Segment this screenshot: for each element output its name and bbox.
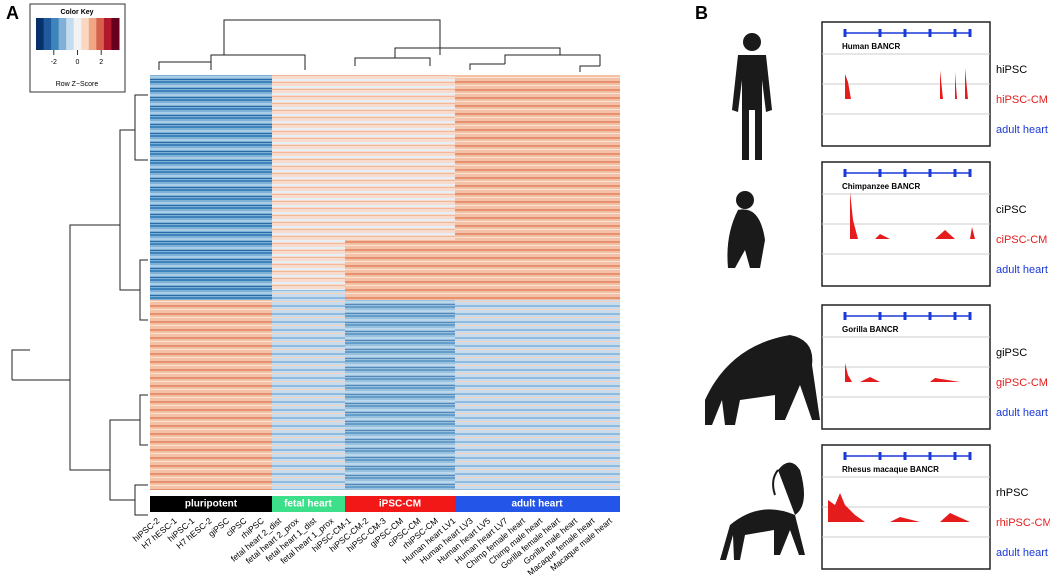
track-row-label: rhPSC <box>996 487 1028 499</box>
exon <box>968 312 972 320</box>
exon <box>843 452 847 460</box>
track-title: Rhesus macaque BANCR <box>842 465 939 474</box>
exon <box>843 169 847 177</box>
exon <box>928 312 932 320</box>
key-tick-label: 0 <box>76 59 80 66</box>
exon <box>878 452 882 460</box>
track-row-label: hiPSC-CM <box>996 94 1048 106</box>
signal-peaks <box>828 493 970 522</box>
track-row-label: ciPSC <box>996 204 1027 216</box>
exon <box>953 29 957 37</box>
panel-label: B <box>695 3 708 23</box>
exon <box>968 29 972 37</box>
key-swatch <box>36 18 45 50</box>
track-title: Gorilla BANCR <box>842 325 899 334</box>
track-row-label: adult heart <box>996 124 1048 136</box>
key-tick-label: -2 <box>51 59 57 66</box>
exon <box>968 452 972 460</box>
track-title: Chimpanzee BANCR <box>842 182 920 191</box>
track-row-label: adult heart <box>996 264 1048 276</box>
group-label: pluripotent <box>185 499 238 510</box>
track-panel: Human BANCR hiPSC hiPSC-CM adult heart <box>821 21 1048 147</box>
key-swatch <box>88 18 97 50</box>
group-bar: pluripotent fetal heart iPSC-CM adult he… <box>150 496 620 512</box>
key-swatch <box>51 18 60 50</box>
exon <box>903 312 907 320</box>
track-panel: Chimpanzee BANCR ciPSC ciPSC-CM adult heart <box>821 161 1048 287</box>
panel-label: A <box>6 3 19 23</box>
heatmap <box>150 75 620 490</box>
key-swatch <box>103 18 112 50</box>
exon <box>928 169 932 177</box>
key-tick-label: 2 <box>99 59 103 66</box>
track-panel: Gorilla BANCR giPSC giPSC-CM adult heart <box>821 304 1048 430</box>
group-label: fetal heart <box>284 499 332 510</box>
silhouettes <box>705 33 820 560</box>
exon <box>953 169 957 177</box>
track-row-label: ciPSC-CM <box>996 234 1047 246</box>
key-swatch <box>73 18 82 50</box>
exon <box>903 29 907 37</box>
exon <box>878 312 882 320</box>
exon <box>843 312 847 320</box>
exon <box>843 29 847 37</box>
signal-peaks <box>845 68 968 99</box>
exon <box>928 29 932 37</box>
track-row-label: giPSC-CM <box>996 377 1048 389</box>
key-swatch <box>111 18 120 50</box>
key-swatch <box>66 18 75 50</box>
exon <box>968 169 972 177</box>
row-dendrogram <box>11 94 148 516</box>
group-label: iPSC-CM <box>379 499 421 510</box>
track-row-label: rhiPSC-CM <box>996 517 1050 529</box>
key-swatch <box>81 18 90 50</box>
exon <box>878 29 882 37</box>
track-row-label: adult heart <box>996 407 1048 419</box>
column-dendrogram <box>158 19 601 72</box>
exon <box>878 169 882 177</box>
exon <box>953 312 957 320</box>
exon <box>903 169 907 177</box>
track-row-label: adult heart <box>996 547 1048 559</box>
key-swatch <box>96 18 105 50</box>
track-row-label: hiPSC <box>996 64 1027 76</box>
key-swatch <box>43 18 52 50</box>
key-title: Color Key <box>60 9 93 16</box>
track-row-label: giPSC <box>996 347 1027 359</box>
exon <box>953 452 957 460</box>
exon <box>903 452 907 460</box>
track-panel: Rhesus macaque BANCR rhPSC rhiPSC-CM adult … <box>821 444 1050 570</box>
exon <box>928 452 932 460</box>
track-title: Human BANCR <box>842 42 900 51</box>
key-label: Row Z−Score <box>56 81 99 88</box>
group-label: adult heart <box>511 499 563 510</box>
key-swatch <box>58 18 67 50</box>
